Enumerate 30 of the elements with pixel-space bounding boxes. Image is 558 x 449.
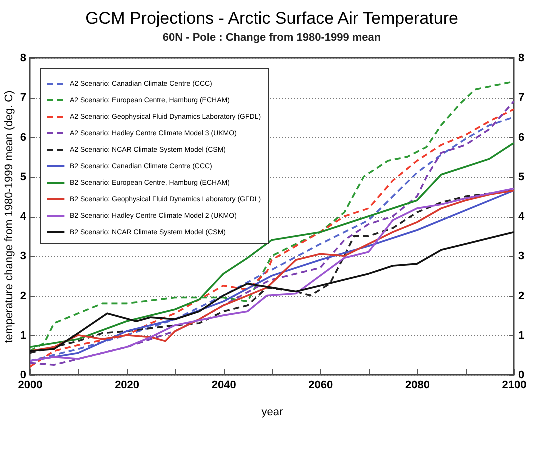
y-tick-label: 5 <box>20 171 26 184</box>
y2-tick-label: 5 <box>518 171 525 184</box>
y-tick-label: 7 <box>20 92 26 104</box>
y-tick-label: 1 <box>20 330 26 342</box>
y-tick-label: 8 <box>20 52 26 64</box>
y2-tick-label: 6 <box>518 132 525 144</box>
x-tick-label: 2060 <box>308 380 334 392</box>
chart-title: GCM Projections - Arctic Surface Air Temperature <box>86 9 458 28</box>
x-tick-label: 2020 <box>115 380 140 392</box>
y2-tick-label: 2 <box>518 290 525 302</box>
x-tick-label: 2040 <box>212 380 236 392</box>
y2-tick-label: 7 <box>518 92 525 104</box>
line-series <box>30 142 514 348</box>
x-tick-label: 2080 <box>405 380 430 392</box>
y2-tick-label: 0 <box>518 370 525 382</box>
x-axis-title: year <box>262 406 284 418</box>
line-series <box>30 231 514 352</box>
y2-tick-label: 8 <box>518 52 525 64</box>
y-tick-label: 6 <box>20 132 26 144</box>
y2-tick-label: 1 <box>518 330 525 342</box>
x-tick-label: 2100 <box>502 380 527 392</box>
y2-tick-label: 4 <box>518 211 526 223</box>
y-tick-label: 2 <box>20 290 26 302</box>
y-axis-title: temperature change from 1980-1999 mean (deg. C) <box>3 90 16 344</box>
chart-subtitle: 60N - Pole : Change from 1980-1999 mean <box>162 32 382 44</box>
y2-tick-label: 3 <box>518 250 525 263</box>
y-tick-label: 0 <box>20 370 26 382</box>
y-tick-label: 3 <box>20 250 26 263</box>
y-tick-label: 4 <box>20 211 28 223</box>
x-tick-label: 2000 <box>18 380 43 392</box>
